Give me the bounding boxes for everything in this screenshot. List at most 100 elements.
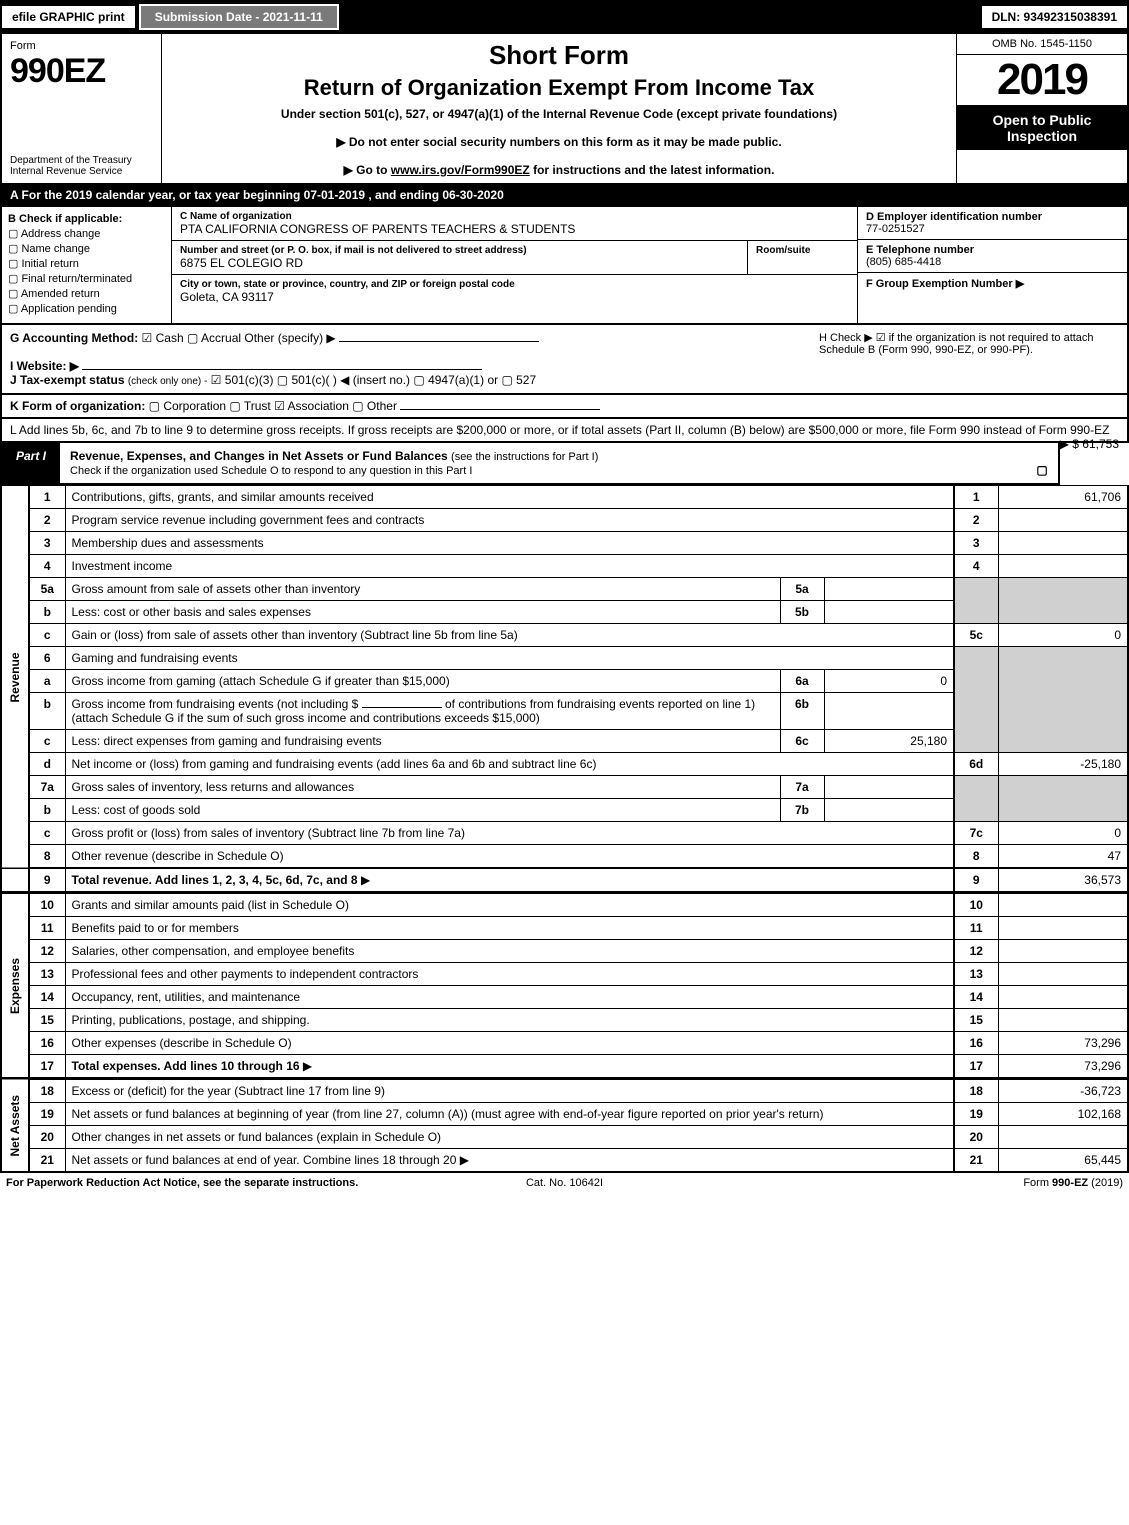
l21-desc: Net assets or fund balances at end of ye…	[72, 1153, 457, 1167]
row-k: K Form of organization: Corporation Trus…	[0, 395, 1129, 419]
l8-val: 47	[998, 845, 1128, 869]
l5c-boxnum: 5c	[954, 624, 998, 647]
chk-final-return[interactable]: Final return/terminated	[8, 272, 165, 285]
l8-boxnum: 8	[954, 845, 998, 869]
l1-boxnum: 1	[954, 486, 998, 509]
h-check[interactable]	[876, 332, 889, 344]
l7a-subnum: 7a	[780, 776, 824, 799]
l18-val: -36,723	[998, 1079, 1128, 1103]
part1-check[interactable]: ▢	[1036, 463, 1047, 477]
k-other-input[interactable]	[400, 409, 600, 410]
ein-label: D Employer identification number	[866, 211, 1119, 223]
l20-num: 20	[29, 1126, 65, 1149]
l4-desc: Investment income	[72, 559, 173, 573]
l4-boxnum: 4	[954, 555, 998, 578]
j-501c3[interactable]: 501(c)(3)	[211, 373, 274, 387]
website-input[interactable]	[82, 369, 482, 370]
form-label: Form	[10, 40, 153, 52]
grey-6	[954, 647, 998, 753]
l19-num: 19	[29, 1103, 65, 1126]
j-501c[interactable]: 501(c)( ) ◀ (insert no.)	[277, 373, 410, 387]
l6a-subnum: 6a	[780, 670, 824, 693]
box-b-head: B Check if applicable:	[8, 213, 122, 225]
l16-num: 16	[29, 1032, 65, 1055]
g-other[interactable]: Other (specify) ▶	[244, 331, 335, 345]
footer-right-post: (2019)	[1088, 1177, 1123, 1189]
row-l: L Add lines 5b, 6c, and 7b to line 9 to …	[0, 419, 1129, 443]
part1-title-sub: (see the instructions for Part I)	[451, 451, 598, 463]
l17-arrow	[300, 1059, 313, 1073]
footer-center: Cat. No. 10642I	[378, 1177, 750, 1189]
l6d-boxnum: 6d	[954, 753, 998, 776]
l21-num: 21	[29, 1149, 65, 1173]
l6c-num: c	[29, 730, 65, 753]
k-other[interactable]: Other	[352, 399, 397, 413]
l14-desc: Occupancy, rent, utilities, and maintena…	[72, 990, 301, 1004]
side-netassets: Net Assets	[1, 1079, 29, 1173]
l6a-desc: Gross income from gaming (attach Schedul…	[72, 674, 450, 688]
l16-val: 73,296	[998, 1032, 1128, 1055]
l6-desc: Gaming and fundraising events	[72, 651, 238, 665]
k-assoc[interactable]: Association	[274, 399, 349, 413]
group-exempt-label: F Group Exemption Number ▶	[866, 277, 1119, 290]
i-label: I Website: ▶	[10, 359, 79, 373]
efile-label[interactable]: efile GRAPHIC print	[2, 6, 137, 28]
l18-boxnum: 18	[954, 1079, 998, 1103]
chk-initial-return[interactable]: Initial return	[8, 257, 165, 270]
l6b-amount-input[interactable]	[362, 707, 442, 708]
l7c-val: 0	[998, 822, 1128, 845]
l11-boxnum: 11	[954, 917, 998, 940]
j-527[interactable]: 527	[501, 373, 536, 387]
l15-val	[998, 1009, 1128, 1032]
l3-boxnum: 3	[954, 532, 998, 555]
grey-6v	[998, 647, 1128, 753]
g-accrual[interactable]: Accrual	[187, 331, 241, 345]
city-label: City or town, state or province, country…	[180, 279, 849, 290]
l9-arrow	[358, 873, 371, 887]
k-trust[interactable]: Trust	[229, 399, 270, 413]
form-header: Form 990EZ Department of the Treasury In…	[0, 34, 1129, 185]
l9-boxnum: 9	[954, 868, 998, 893]
l20-val	[998, 1126, 1128, 1149]
header-center: Short Form Return of Organization Exempt…	[162, 34, 957, 183]
l12-boxnum: 12	[954, 940, 998, 963]
part1-title: Revenue, Expenses, and Changes in Net As…	[60, 443, 1058, 483]
l5b-desc: Less: cost or other basis and sales expe…	[72, 605, 311, 619]
chk-address-change[interactable]: Address change	[8, 227, 165, 240]
l14-val	[998, 986, 1128, 1009]
k-corp[interactable]: Corporation	[149, 399, 226, 413]
l21-boxnum: 21	[954, 1149, 998, 1173]
org-name: PTA CALIFORNIA CONGRESS OF PARENTS TEACH…	[180, 222, 849, 236]
side-expenses: Expenses	[1, 893, 29, 1079]
l16-boxnum: 16	[954, 1032, 998, 1055]
l13-num: 13	[29, 963, 65, 986]
under-text: Under section 501(c), 527, or 4947(a)(1)…	[172, 107, 946, 121]
l4-num: 4	[29, 555, 65, 578]
short-form-title: Short Form	[172, 40, 946, 71]
dln-number: DLN: 93492315038391	[980, 6, 1127, 28]
g-cash[interactable]: Cash	[142, 331, 184, 345]
top-bar: efile GRAPHIC print Submission Date - 20…	[0, 0, 1129, 34]
irs-link[interactable]: www.irs.gov/Form990EZ	[391, 163, 530, 177]
open-public: Open to Public Inspection	[957, 106, 1127, 150]
l7c-desc: Gross profit or (loss) from sales of inv…	[72, 826, 465, 840]
city-value: Goleta, CA 93117	[180, 290, 849, 304]
l17-num: 17	[29, 1055, 65, 1079]
l18-num: 18	[29, 1079, 65, 1103]
note-ssn: Do not enter social security numbers on …	[172, 135, 946, 149]
chk-application-pending[interactable]: Application pending	[8, 302, 165, 315]
l6b-subnum: 6b	[780, 693, 824, 730]
box-d: D Employer identification number 77-0251…	[857, 207, 1127, 323]
l5a-desc: Gross amount from sale of assets other t…	[72, 582, 361, 596]
j-4947[interactable]: 4947(a)(1) or	[413, 373, 498, 387]
chk-amended-return[interactable]: Amended return	[8, 287, 165, 300]
l5b-subnum: 5b	[780, 601, 824, 624]
org-name-label: C Name of organization	[180, 211, 849, 222]
chk-name-change[interactable]: Name change	[8, 242, 165, 255]
g-other-input[interactable]	[339, 341, 539, 342]
l13-boxnum: 13	[954, 963, 998, 986]
l17-desc: Total expenses. Add lines 10 through 16	[72, 1059, 300, 1073]
tel-value: (805) 685-4418	[866, 256, 1119, 268]
l9-num: 9	[29, 868, 65, 893]
l15-num: 15	[29, 1009, 65, 1032]
